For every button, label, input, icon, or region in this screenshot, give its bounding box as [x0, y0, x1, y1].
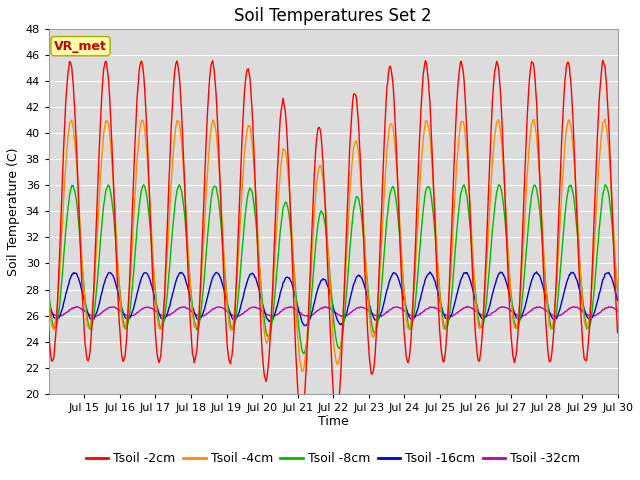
X-axis label: Time: Time: [318, 415, 349, 429]
Text: VR_met: VR_met: [54, 40, 107, 53]
Legend: Tsoil -2cm, Tsoil -4cm, Tsoil -8cm, Tsoil -16cm, Tsoil -32cm: Tsoil -2cm, Tsoil -4cm, Tsoil -8cm, Tsoi…: [81, 447, 586, 470]
Y-axis label: Soil Temperature (C): Soil Temperature (C): [7, 147, 20, 276]
Title: Soil Temperatures Set 2: Soil Temperatures Set 2: [234, 7, 432, 25]
